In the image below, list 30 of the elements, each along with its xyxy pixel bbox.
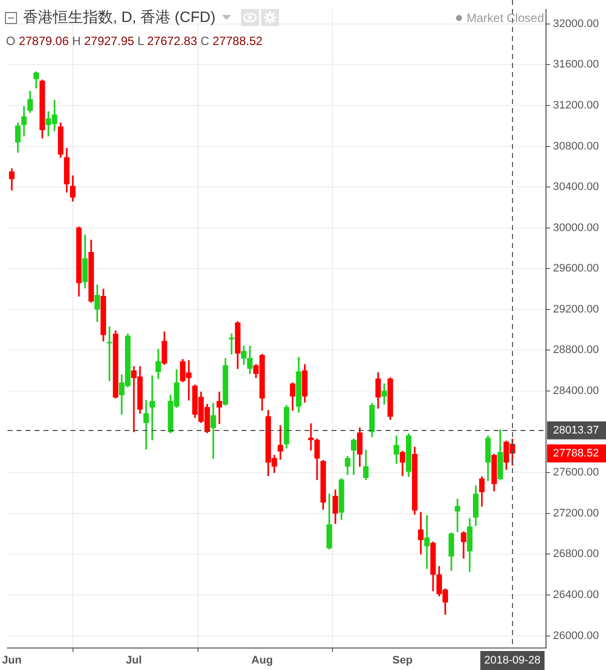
y-tick-label: 29600.00 (553, 262, 599, 275)
y-tick-label: 28400.00 (553, 385, 599, 398)
x-tick-label: Sep (392, 654, 413, 667)
y-tick-label: 26000.00 (553, 630, 599, 642)
x-tick-label: 2018-09-28 (484, 654, 541, 667)
candlestick (454, 498, 460, 532)
candlestick (308, 423, 314, 450)
annotation: Market Closed (466, 11, 544, 25)
candlestick (228, 334, 234, 355)
y-tick-label: 30400.00 (553, 181, 599, 194)
y-tick-label: 32000.00 (553, 18, 599, 30)
y-tick-label: 29200.00 (553, 303, 599, 316)
candlestick (424, 515, 430, 569)
y-tick-label: 30800.00 (553, 140, 599, 152)
text: 27788.52 (553, 447, 599, 460)
candlestick (106, 326, 112, 382)
y-tick-label: 28800.00 (553, 344, 599, 356)
ref-line-label: 28013.37 (553, 424, 599, 436)
y-tick-label: 27600.00 (553, 466, 599, 479)
y-tick-label: 26800.00 (553, 548, 599, 560)
y-tick-label: 31200.00 (553, 99, 599, 112)
text: O 27879.06 H 27927.95 L 27672.83 C 27788.52 (6, 34, 263, 48)
x-tick-label: Aug (251, 654, 273, 667)
chart-title: 香港恒生指数, D, 香港 (CFD) (23, 8, 216, 27)
y-tick-label: 31600.00 (553, 58, 599, 71)
y-tick-label: 26400.00 (553, 589, 599, 601)
y-tick-label: 30000.00 (553, 222, 599, 234)
x-tick-label: Jul (126, 654, 142, 667)
y-tick-label: 27200.00 (553, 507, 599, 520)
x-tick-label: Jun (2, 654, 22, 667)
